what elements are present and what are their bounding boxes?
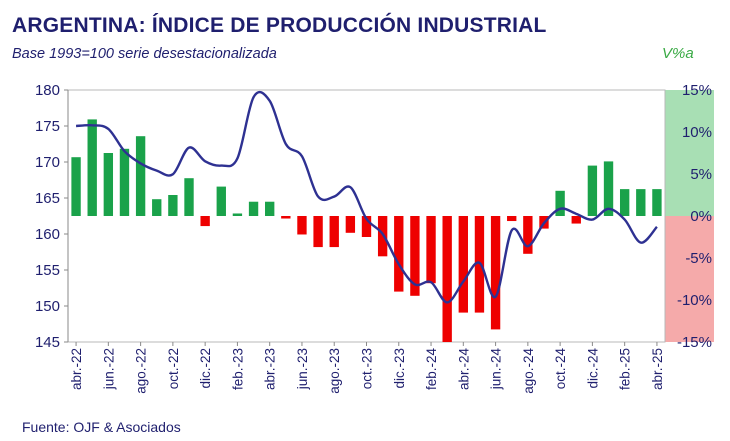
right-axis-tick-label: 10%: [682, 124, 712, 141]
right-axis-positive-band: [665, 90, 714, 216]
right-axis-tick-label: 15%: [682, 82, 712, 99]
bar-variation: [458, 216, 468, 313]
bar-variation: [555, 190, 565, 216]
bar-variation: [652, 189, 662, 216]
left-axis-tick-label: 145: [35, 334, 60, 351]
bar-variation: [87, 119, 97, 216]
x-axis-tick-label: jun.-24: [489, 348, 504, 391]
left-axis-tick-label: 160: [35, 226, 60, 243]
x-axis-tick-label: abr.-24: [456, 348, 471, 391]
x-axis-tick-label: oct.-22: [166, 348, 181, 389]
bar-variation: [297, 216, 307, 235]
left-axis-tick-label: 150: [35, 298, 60, 315]
bar-variation: [490, 216, 501, 330]
x-axis-tick-label: oct.-24: [553, 348, 568, 390]
chart-title: ARGENTINA: ÍNDICE DE PRODUCCIÓN INDUSTRI…: [12, 14, 547, 37]
x-axis-tick-label: feb.-24: [424, 348, 439, 391]
chart-subtitle: Base 1993=100 serie desestacionalizada: [12, 46, 277, 62]
x-axis-tick-label: abr.-22: [69, 348, 84, 390]
bar-variation: [442, 216, 452, 342]
right-axis-tick-label: 5%: [690, 166, 712, 183]
bar-variation: [135, 136, 146, 216]
bar-variation: [232, 213, 243, 216]
bar-variation: [216, 186, 226, 216]
right-axis-label: V%a: [662, 45, 694, 62]
bar-variation: [119, 148, 130, 216]
x-axis-tick-label: ago.-24: [521, 348, 536, 394]
x-axis-tick-label: feb.-25: [618, 348, 633, 390]
bar-variation: [619, 189, 630, 216]
bar-variation: [636, 189, 646, 216]
bar-variation: [507, 216, 517, 222]
x-axis-tick-label: ago.-23: [327, 348, 342, 394]
left-axis-tick-label: 170: [35, 154, 60, 171]
left-axis-tick-label: 180: [35, 82, 60, 99]
bar-variation: [571, 216, 581, 224]
x-axis-tick-label: jun.-22: [101, 348, 116, 390]
right-axis-tick-label: -15%: [677, 334, 712, 351]
right-axis-tick-label: -5%: [685, 250, 712, 267]
bar-variation: [71, 157, 81, 216]
bar-variation: [152, 199, 162, 216]
x-axis-tick-label: dic.-22: [198, 348, 213, 389]
right-axis-tick-label: 0%: [690, 208, 712, 225]
bar-variation: [410, 216, 420, 296]
left-axis-tick-label: 165: [35, 190, 60, 207]
bar-variation: [200, 216, 210, 227]
bar-variation: [103, 153, 114, 216]
bar-variation: [523, 216, 533, 254]
x-axis-tick-label: feb.-23: [230, 348, 245, 390]
bar-variation: [345, 216, 356, 233]
bar-variation: [281, 216, 291, 219]
x-axis-tick-label: abr.-25: [650, 348, 665, 390]
bar-variation: [248, 201, 259, 216]
bar-variation: [426, 216, 436, 284]
bar-variation: [184, 178, 194, 216]
x-axis-tick-label: oct.-23: [360, 348, 375, 389]
right-axis-negative-band: [665, 216, 714, 342]
x-axis-tick-label: dic.-24: [585, 348, 600, 389]
series-line-index: [75, 90, 658, 304]
bar-variation: [394, 216, 404, 292]
left-axis-tick-label: 155: [35, 262, 60, 279]
x-axis-tick-label: abr.-23: [263, 348, 278, 390]
x-axis-tick-label: jun.-23: [295, 348, 310, 390]
bar-variation: [329, 216, 339, 248]
x-axis-tick-label: dic.-23: [392, 348, 407, 389]
bar-variation: [361, 216, 372, 237]
bar-variation: [603, 161, 614, 216]
bar-variation: [168, 195, 178, 216]
x-axis-tick-label: ago.-22: [134, 348, 149, 394]
right-axis-tick-label: -10%: [677, 292, 712, 309]
bar-variation: [313, 216, 323, 248]
bar-variation: [587, 165, 598, 216]
source-note: Fuente: OJF & Asociados: [22, 419, 181, 435]
bar-variation: [265, 201, 275, 216]
left-axis-tick-label: 175: [35, 118, 60, 135]
